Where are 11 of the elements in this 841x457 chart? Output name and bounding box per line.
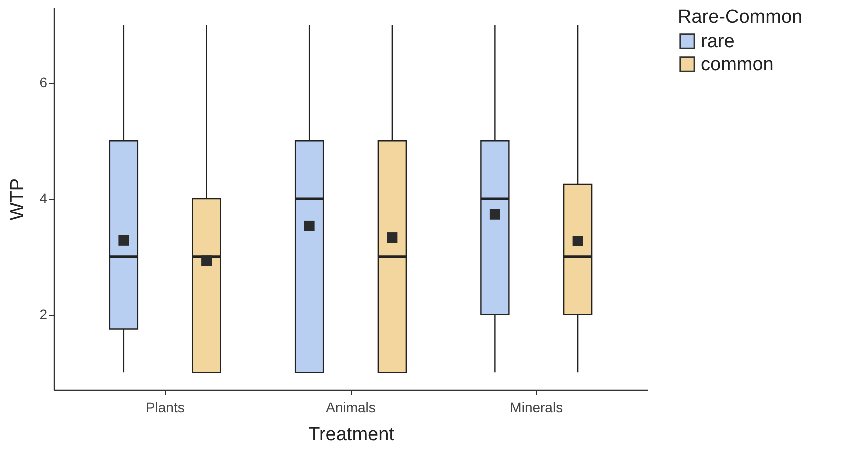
legend-label: rare <box>701 32 735 52</box>
y-tick-label: 6 <box>40 74 48 91</box>
x-tick-label: Plants <box>146 400 185 416</box>
x-axis-title: Treatment <box>308 424 396 446</box>
x-tick-label: Minerals <box>510 400 564 416</box>
y-tick-label: 2 <box>40 306 48 322</box>
y-axis-title: WTP <box>8 178 29 221</box>
x-tick-label: Animals <box>326 400 376 416</box>
legend-title: Rare-Common <box>678 7 803 28</box>
y-tick-label: 4 <box>40 190 48 206</box>
legend-label: common <box>701 54 774 76</box>
